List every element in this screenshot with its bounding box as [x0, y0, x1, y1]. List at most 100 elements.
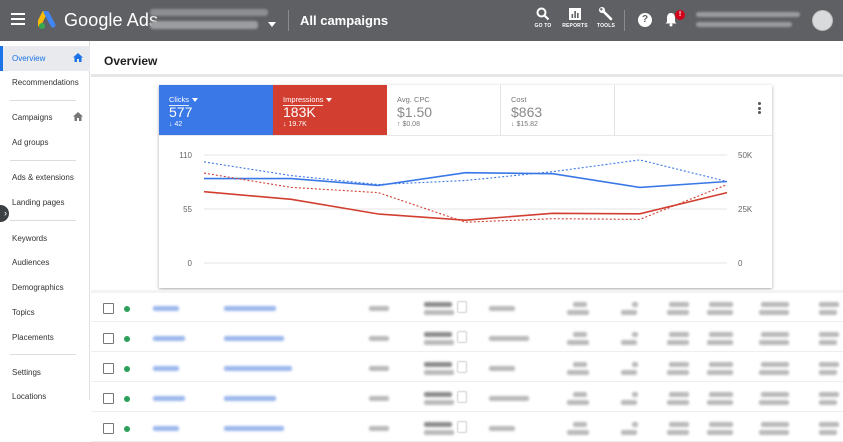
tools-button[interactable]: TOOLS: [588, 7, 624, 29]
sidebar-item-placements[interactable]: Placements: [0, 325, 90, 350]
metric-avg-cpc[interactable]: Avg. CPC $1.50 ↑ $0.08: [387, 85, 501, 135]
blurred-cell: [761, 392, 789, 397]
bell-icon[interactable]: [665, 12, 677, 27]
go-to-button[interactable]: GO TO: [525, 7, 561, 29]
table-row[interactable]: [91, 415, 843, 442]
help-icon[interactable]: ?: [638, 13, 652, 27]
metric-cost[interactable]: Cost $863 ↓ $15.82: [501, 85, 615, 135]
blurred-cell: [424, 310, 454, 315]
sidebar-item-label: Settings: [12, 368, 41, 377]
series-line-impressions-comparison: [203, 172, 728, 223]
row-checkbox[interactable]: [103, 363, 114, 374]
campaign-type[interactable]: [224, 366, 292, 371]
overview-chart-card: Clicks 577 ↓ 42 Impressions 183K ↓ 19.7K…: [159, 85, 772, 288]
y-tick-label-right: 25K: [738, 205, 753, 214]
divider: [10, 220, 76, 221]
sidebar-item-keywords[interactable]: Keywords: [0, 226, 90, 251]
table-row[interactable]: [91, 295, 843, 322]
blurred-cell: [819, 332, 839, 337]
blurred-cell: [759, 370, 789, 375]
chevron-down-icon[interactable]: [326, 98, 333, 103]
blurred-cell: [573, 362, 587, 367]
campaign-name[interactable]: [153, 426, 179, 431]
blurred-cell: [489, 366, 515, 371]
series-line-impressions: [203, 190, 728, 222]
campaign-name[interactable]: [153, 336, 185, 341]
table-row[interactable]: [91, 385, 843, 412]
blurred-cell: [819, 370, 837, 375]
account-dropdown-icon[interactable]: [268, 22, 276, 27]
blurred-cell: [369, 366, 389, 371]
metric-impressions[interactable]: Impressions 183K ↓ 19.7K: [273, 85, 387, 135]
status-indicator: [124, 366, 130, 372]
collapse-sidebar-button[interactable]: ›: [0, 205, 9, 222]
blurred-cell: [667, 430, 689, 435]
sidebar-item-overview[interactable]: Overview: [0, 46, 90, 71]
home-icon: [73, 53, 83, 62]
row-flag: [457, 331, 467, 343]
sidebar-item-recommendations[interactable]: Recommendations: [0, 70, 90, 95]
blurred-cell: [761, 362, 789, 367]
chevron-down-icon[interactable]: [192, 98, 198, 103]
account-selector[interactable]: [150, 9, 280, 29]
table-row[interactable]: [91, 355, 843, 382]
blurred-cell: [621, 430, 637, 435]
row-checkbox[interactable]: [103, 393, 114, 404]
sidebar-item-ad-groups[interactable]: Ad groups: [0, 130, 90, 155]
blurred-cell: [573, 332, 587, 337]
row-checkbox[interactable]: [103, 303, 114, 314]
row-checkbox[interactable]: [103, 333, 114, 344]
divider: [159, 135, 772, 136]
blurred-cell: [759, 340, 789, 345]
wrench-icon: [599, 7, 613, 21]
row-checkbox[interactable]: [103, 423, 114, 434]
campaign-type[interactable]: [224, 396, 276, 401]
blurred-cell: [621, 370, 637, 375]
avatar[interactable]: [812, 10, 833, 31]
blurred-cell: [709, 332, 733, 337]
sidebar-item-campaigns[interactable]: Campaigns: [0, 105, 90, 130]
campaign-type[interactable]: [224, 336, 284, 341]
blurred-cell: [819, 392, 839, 397]
y-tick-label-right: 50K: [738, 151, 753, 160]
blurred-cell: [369, 336, 389, 341]
metric-clicks[interactable]: Clicks 577 ↓ 42: [159, 85, 273, 135]
campaign-name[interactable]: [153, 306, 179, 311]
sidebar-item-ads-extensions[interactable]: Ads & extensions: [0, 165, 90, 190]
status-indicator: [124, 426, 130, 432]
blurred-cell: [669, 332, 689, 337]
blurred-cell: [709, 422, 733, 427]
blurred-cell: [667, 400, 689, 405]
blurred-cell: [489, 396, 529, 401]
sidebar-item-demographics[interactable]: Demographics: [0, 275, 90, 300]
blurred-cell: [632, 362, 638, 367]
campaign-type[interactable]: [224, 426, 284, 431]
search-icon: [536, 7, 550, 21]
blurred-cell: [424, 430, 454, 435]
user-account-info[interactable]: [696, 12, 800, 27]
more-options-icon[interactable]: [758, 102, 761, 116]
divider: [91, 74, 843, 77]
reports-button[interactable]: REPORTS: [557, 7, 593, 29]
blurred-cell: [424, 400, 454, 405]
sidebar-item-settings[interactable]: Settings: [0, 360, 90, 385]
campaign-name[interactable]: [153, 366, 179, 371]
table-row[interactable]: [91, 325, 843, 352]
sidebar-item-landing-pages[interactable]: Landing pages: [0, 190, 90, 215]
status-indicator: [124, 306, 130, 312]
blurred-cell: [819, 310, 837, 315]
sidebar-item-label: Demographics: [12, 283, 64, 292]
page-title: Overview: [104, 54, 158, 68]
blurred-cell: [819, 340, 837, 345]
campaign-name[interactable]: [153, 396, 185, 401]
sidebar-item-label: Landing pages: [12, 198, 65, 207]
blurred-cell: [707, 340, 733, 345]
menu-icon[interactable]: [11, 13, 25, 25]
metric-value: $1.50: [397, 104, 433, 120]
sidebar-item-topics[interactable]: Topics: [0, 300, 90, 325]
sidebar-item-locations[interactable]: Locations: [0, 384, 90, 409]
row-flag: [457, 421, 467, 433]
sidebar-item-audiences[interactable]: Audiences: [0, 250, 90, 275]
blurred-cell: [369, 306, 389, 311]
campaign-type[interactable]: [224, 306, 276, 311]
